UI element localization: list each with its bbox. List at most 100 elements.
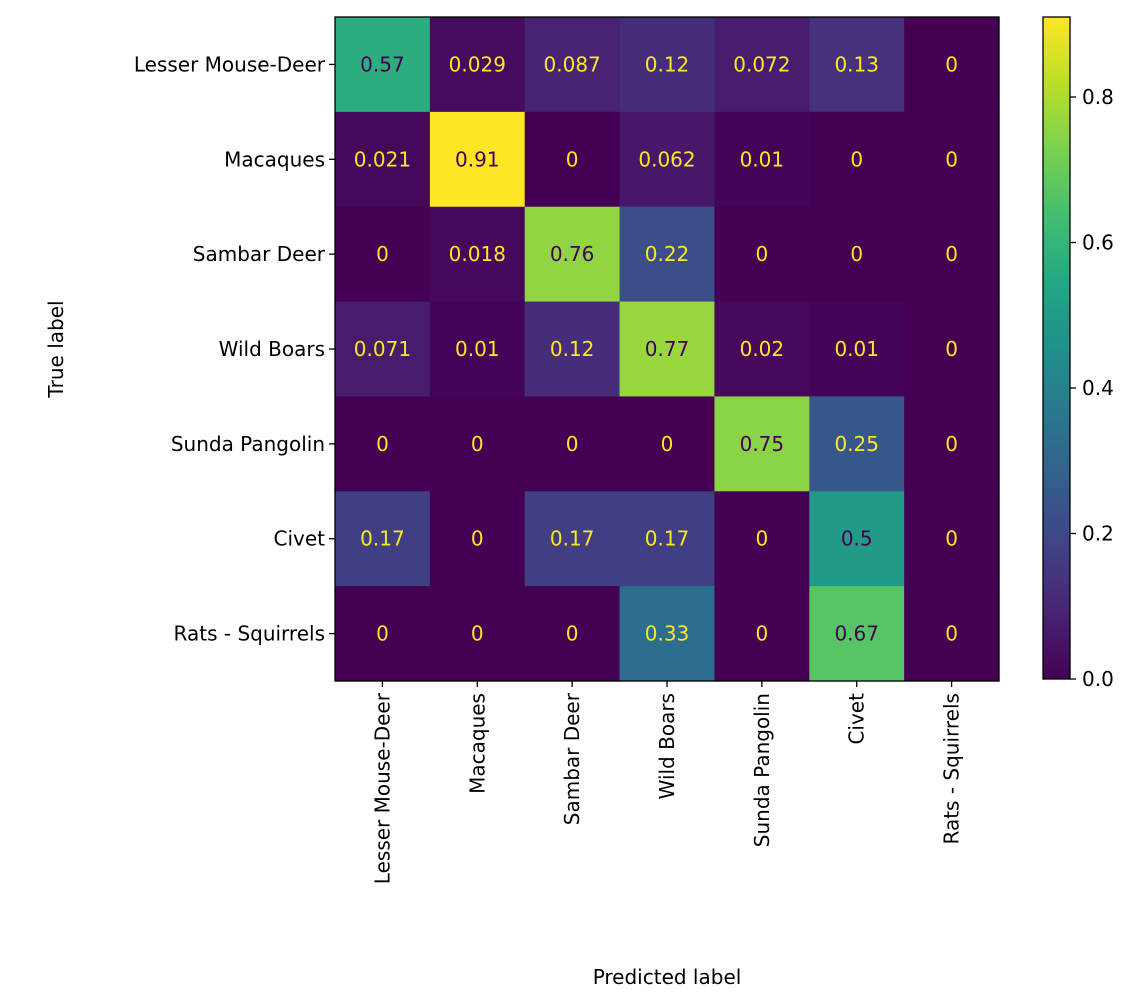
cell-value-label: 0 bbox=[945, 52, 958, 76]
cell-value-label: 0 bbox=[566, 622, 579, 646]
cell-value-label: 0.91 bbox=[455, 147, 500, 171]
heatmap-cell bbox=[904, 586, 1000, 682]
heatmap-cell bbox=[714, 301, 810, 397]
heatmap-cell bbox=[335, 396, 431, 492]
heatmap-cell bbox=[335, 111, 431, 208]
cell-value-label: 0 bbox=[945, 337, 958, 361]
heatmap-cell bbox=[524, 111, 621, 208]
heatmap-cell bbox=[809, 301, 905, 397]
cell-value-label: 0.018 bbox=[449, 242, 506, 266]
heatmap-cells bbox=[335, 17, 1000, 682]
y-tick-label: Sunda Pangolin bbox=[171, 432, 325, 456]
heatmap-cell bbox=[619, 586, 715, 682]
y-axis-title: True label bbox=[44, 300, 68, 398]
x-tick-label: Sambar Deer bbox=[560, 692, 584, 825]
cell-value-label: 0.67 bbox=[834, 622, 879, 646]
heatmap-cell bbox=[429, 206, 526, 303]
colorbar-tick-label: 0.8 bbox=[1082, 85, 1114, 109]
heatmap-cell bbox=[524, 491, 621, 587]
heatmap-cell bbox=[524, 206, 621, 303]
cell-value-label: 0 bbox=[661, 432, 674, 456]
cell-value-label: 0.01 bbox=[740, 147, 785, 171]
heatmap-cell bbox=[335, 301, 431, 397]
cell-value-label: 0.029 bbox=[449, 52, 506, 76]
heatmap-cell bbox=[904, 491, 1000, 587]
cell-value-label: 0.062 bbox=[638, 147, 695, 171]
x-tick-label: Rats - Squirrels bbox=[940, 693, 964, 844]
cell-value-label: 0 bbox=[566, 432, 579, 456]
heatmap-cell bbox=[904, 396, 1000, 492]
x-tick-label: Macaques bbox=[465, 693, 489, 794]
y-tick-label: Rats - Squirrels bbox=[174, 622, 325, 646]
cell-value-label: 0 bbox=[945, 242, 958, 266]
heatmap-cell bbox=[714, 491, 810, 587]
cell-value-label: 0.13 bbox=[834, 52, 879, 76]
heatmap-cell bbox=[335, 206, 431, 303]
heatmap-cell bbox=[809, 586, 905, 682]
heatmap-cell bbox=[714, 396, 810, 492]
heatmap-cell bbox=[619, 301, 715, 397]
y-tick-label: Sambar Deer bbox=[193, 242, 326, 266]
cell-value-label: 0 bbox=[376, 622, 389, 646]
heatmap-cell bbox=[904, 301, 1000, 397]
x-axis-ticks: Lesser Mouse-Deer Macaques Sambar Deer Wild… bbox=[370, 681, 964, 884]
colorbar-ticks: 0.0 0.2 0.4 0.6 0.8 bbox=[1070, 85, 1114, 691]
heatmap-cell bbox=[619, 491, 715, 587]
heatmap-cell bbox=[619, 206, 715, 303]
colorbar-tick-label: 0.6 bbox=[1082, 231, 1114, 255]
x-axis-title: Predicted label bbox=[593, 965, 742, 989]
heatmap-cell bbox=[904, 17, 1000, 113]
cell-value-label: 0.5 bbox=[841, 527, 873, 551]
cell-value-label: 0.17 bbox=[645, 527, 690, 551]
heatmap-cell bbox=[809, 206, 905, 303]
cell-value-label: 0 bbox=[471, 432, 484, 456]
cell-value-label: 0 bbox=[945, 432, 958, 456]
heatmap-cell bbox=[524, 396, 621, 492]
cell-value-label: 0.17 bbox=[360, 527, 405, 551]
heatmap-cell bbox=[809, 17, 905, 113]
cell-value-label: 0 bbox=[471, 527, 484, 551]
heatmap-cell bbox=[429, 586, 526, 682]
y-tick-label: Lesser Mouse-Deer bbox=[134, 52, 326, 76]
heatmap-cell bbox=[714, 586, 810, 682]
heatmap-cell bbox=[335, 17, 431, 113]
heatmap-cell bbox=[429, 17, 526, 113]
heatmap-cell bbox=[429, 396, 526, 492]
cell-value-label: 0.01 bbox=[834, 337, 879, 361]
y-tick-label: Macaques bbox=[224, 147, 325, 171]
cell-value-label: 0 bbox=[945, 622, 958, 646]
heatmap-cell bbox=[524, 17, 621, 113]
cell-value-label: 0.33 bbox=[645, 622, 690, 646]
cell-value-label: 0.76 bbox=[550, 242, 595, 266]
heatmap-cell bbox=[904, 206, 1000, 303]
y-axis-ticks: Lesser Mouse-Deer Macaques Sambar Deer Wild… bbox=[134, 52, 335, 646]
heatmap-cell bbox=[524, 301, 621, 397]
heatmap-cell bbox=[809, 111, 905, 208]
cell-value-label: 0.072 bbox=[733, 52, 790, 76]
cell-value-label: 0.77 bbox=[645, 337, 690, 361]
colorbar-frame bbox=[1042, 16, 1071, 680]
cell-value-label: 0.22 bbox=[645, 242, 690, 266]
cell-value-label: 0 bbox=[756, 622, 769, 646]
cell-value-label: 0.17 bbox=[550, 527, 595, 551]
cell-value-label: 0 bbox=[850, 147, 863, 171]
cell-value-labels: 0.57 0.029 0.087 0.12 0.072 0.13 0 0.021 0.91 0 0.… bbox=[354, 52, 958, 645]
colorbar-tick-label: 0.0 bbox=[1082, 667, 1114, 691]
cell-value-label: 0 bbox=[376, 432, 389, 456]
heatmap-cell bbox=[335, 586, 431, 682]
heatmap-cell bbox=[429, 301, 526, 397]
cell-value-label: 0.087 bbox=[544, 52, 601, 76]
colorbar-tick-label: 0.2 bbox=[1082, 522, 1114, 546]
heatmap-cell bbox=[524, 586, 621, 682]
heatmap-cell bbox=[809, 491, 905, 587]
x-tick-label: Sunda Pangolin bbox=[750, 693, 774, 847]
cell-value-label: 0.75 bbox=[740, 432, 785, 456]
cell-value-label: 0.12 bbox=[550, 337, 595, 361]
heatmap-cell bbox=[619, 396, 715, 492]
cell-value-label: 0 bbox=[376, 242, 389, 266]
colorbar bbox=[1043, 17, 1070, 679]
cell-value-label: 0.12 bbox=[645, 52, 690, 76]
cell-value-label: 0 bbox=[945, 147, 958, 171]
heatmap-cell bbox=[714, 111, 810, 208]
